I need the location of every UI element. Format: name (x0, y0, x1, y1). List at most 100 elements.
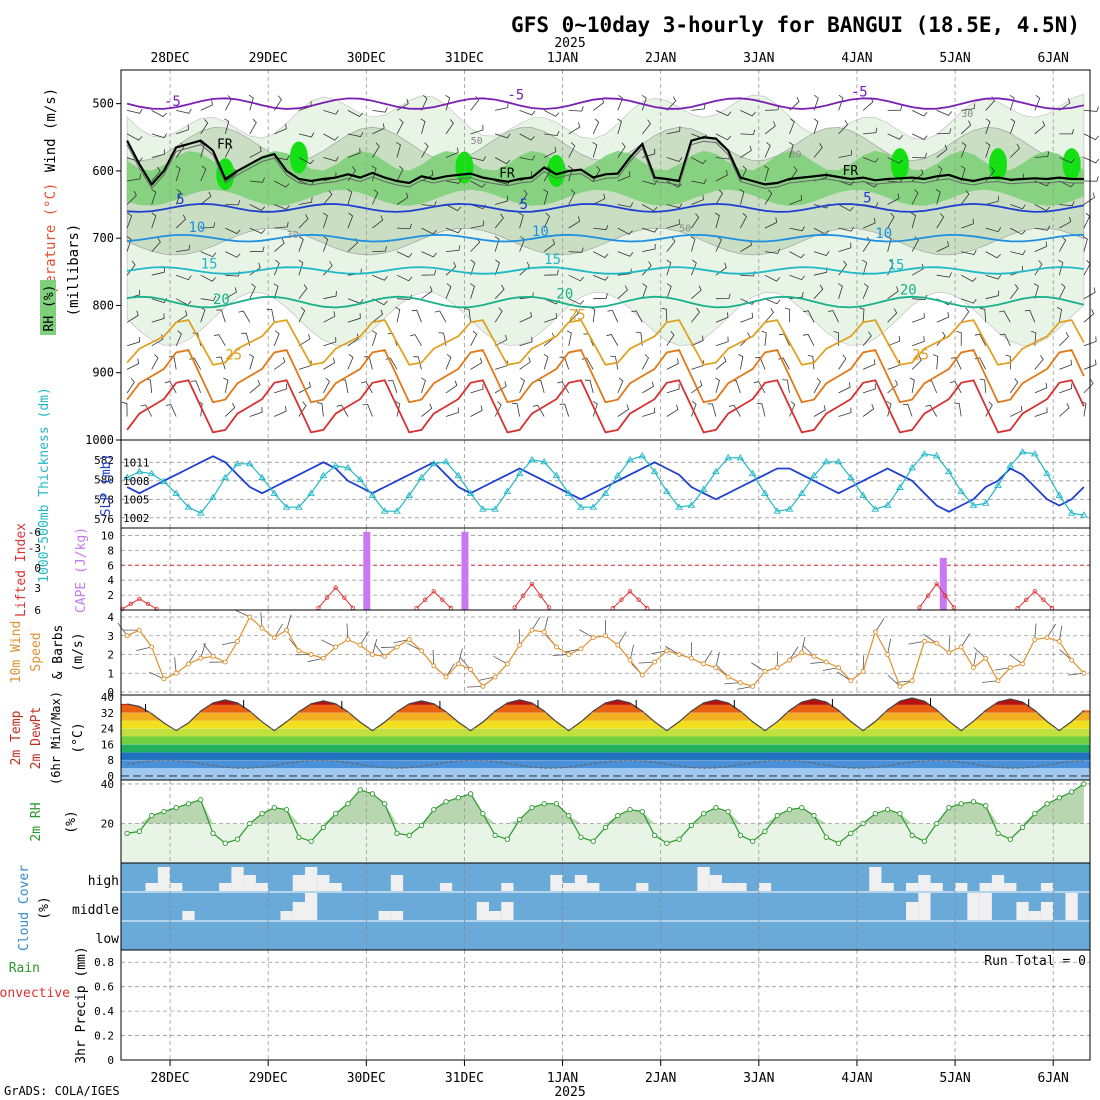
thickness-point (1055, 491, 1064, 498)
wind10m-barb (466, 685, 483, 688)
wind-barb (568, 122, 581, 135)
year-label-top: 2025 (554, 36, 585, 51)
thickness-point (748, 469, 757, 477)
li-tick-label: 6 (34, 604, 41, 617)
wind-barb (494, 213, 504, 229)
upper-ylabel-wind: Wind (m/s) (43, 88, 59, 172)
wind-barb (323, 261, 333, 276)
li-point (917, 605, 922, 610)
wind10m-point (284, 627, 290, 633)
wind-barb (936, 213, 945, 229)
wind-barb (223, 377, 229, 393)
wind-barb (420, 377, 426, 394)
day-label-bottom: 4JAN (841, 1071, 872, 1086)
wind-barb (764, 248, 781, 254)
wind-barb (494, 307, 503, 323)
rh2m-point (382, 801, 388, 807)
wind-barb (715, 189, 724, 205)
wind10m-point (247, 614, 253, 620)
upper-ytick-label: 1000 (85, 433, 114, 447)
wind-barb (421, 403, 433, 417)
wind-barb (568, 106, 584, 112)
wind-barb (666, 180, 682, 188)
temp-tick-label: 40 (101, 691, 114, 704)
wind-barb (887, 336, 901, 347)
thickness-point (528, 455, 536, 463)
wind-barb (617, 202, 634, 208)
wind-barb (911, 355, 922, 370)
wind-barb (807, 355, 815, 370)
wind10m-barb (149, 671, 165, 680)
wind-barb (642, 261, 652, 276)
temp-tick-label: 24 (101, 723, 115, 736)
isotherm-line-4 (127, 295, 1085, 309)
day-label-bottom: 6JAN (1038, 1071, 1069, 1086)
wind-barb (715, 312, 729, 323)
wind-barb (584, 379, 594, 393)
precip-ylabel: 3hr Precip (mm) (74, 946, 89, 1063)
rh2m-point (467, 791, 474, 797)
wind-barb (347, 353, 354, 370)
wind-barb (985, 274, 1002, 280)
temp-band (121, 728, 1090, 737)
wind-barb (200, 191, 212, 205)
wind-barb (789, 166, 798, 182)
cloud-middle-clear (378, 911, 391, 920)
wind-barb (1059, 157, 1075, 164)
wind-barb (395, 401, 401, 417)
precip-tick-label: 0 (107, 1054, 114, 1067)
wind-barb (200, 295, 216, 302)
wind-barb (199, 142, 205, 158)
li-point (342, 595, 347, 600)
cloud-high-clear (636, 883, 649, 891)
wind-barb (838, 242, 852, 252)
wind10m-barb (801, 636, 806, 653)
wind10m-barb (789, 646, 799, 661)
wind-barb (813, 251, 830, 256)
isotherm-line-1 (127, 202, 1085, 213)
wind-barb (838, 407, 852, 417)
wind-barb (778, 357, 790, 370)
wind-barb (691, 285, 702, 300)
wind10m-point (271, 635, 277, 641)
wind-barb (140, 404, 153, 417)
wind-barb (961, 218, 974, 229)
cloud-middle-clear (1040, 902, 1054, 920)
wind-barb (396, 192, 409, 205)
wind10m-barb (459, 657, 471, 670)
li-point (521, 593, 526, 598)
wind-barb (1058, 259, 1064, 276)
wind10m-point (701, 661, 707, 667)
thickness-point (172, 489, 180, 496)
wind-barb (151, 212, 157, 229)
wind10m-barb (393, 639, 410, 644)
wind-barb (1010, 143, 1020, 158)
cloud-high-clear (231, 867, 244, 891)
wind10m-point (1069, 657, 1075, 663)
wind-barb (838, 94, 844, 111)
wind-barb (568, 247, 584, 253)
wind-barb (323, 236, 329, 252)
wind-barb (323, 336, 337, 347)
wind-barb (494, 334, 508, 347)
rh-shade-bright-4 (890, 148, 909, 181)
wind10m-ylabel-2: Speed (29, 632, 44, 671)
wind-barb (956, 331, 962, 346)
rh2m-point (1068, 789, 1075, 795)
wind-barb (126, 190, 137, 205)
rh2m-point (529, 805, 535, 811)
cloud-background (121, 863, 1090, 950)
wind-barb (298, 236, 304, 252)
wind10m-point (848, 678, 854, 684)
wind-barb (1082, 236, 1088, 252)
thickness-point (589, 503, 598, 510)
wind-barb (519, 357, 531, 370)
wind-barb (248, 94, 254, 111)
wind-barb (789, 274, 805, 281)
wind-barb (1010, 405, 1023, 417)
li-point (512, 605, 517, 610)
wind-barb (1083, 287, 1096, 300)
cloud-high-clear (562, 883, 575, 891)
isotherm-label: -5 (164, 94, 181, 110)
cloud-high-clear (906, 883, 919, 891)
